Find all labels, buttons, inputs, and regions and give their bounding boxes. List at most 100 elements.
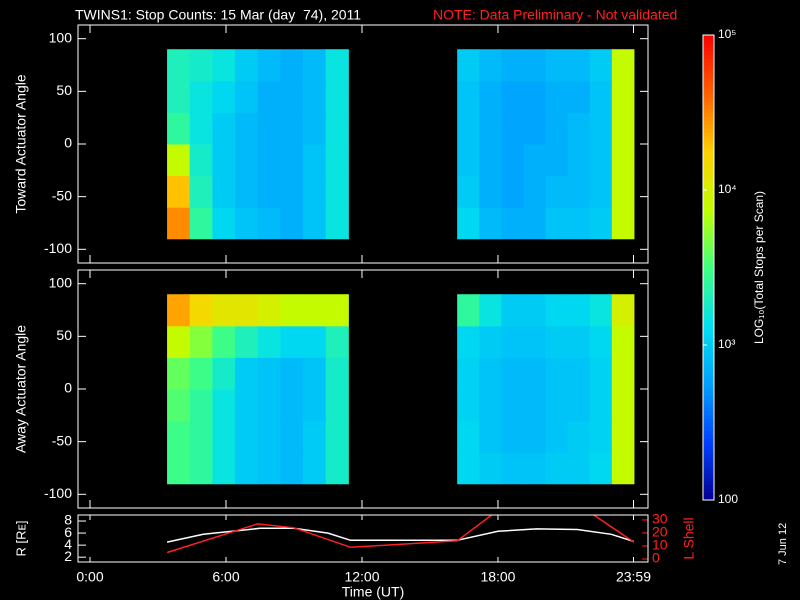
heatmap-cell [325,420,349,453]
colorbar-swatch [703,46,714,52]
heatmap-cell [212,452,236,485]
line-series [166,515,635,554]
heatmap-cell [589,175,613,208]
colorbar-swatch [703,360,714,365]
heatmap-cell [303,207,327,240]
colorbar-swatch [703,492,714,497]
heatmap-cell [235,175,259,208]
colorbar-swatch [703,333,714,338]
colorbar-swatch [703,294,714,300]
heatmap-cell [189,80,213,113]
heatmap-cell [501,420,524,453]
heatmap-cell [167,207,191,240]
heatmap-cell [611,325,635,358]
colorbar-frame [702,34,715,501]
heatmap-cell [167,452,191,485]
heatmap-cell [167,389,191,422]
colorbar-swatch [703,438,714,443]
y-tick-label: 2 [64,548,72,564]
heatmap-cell [325,49,349,82]
colorbar-swatch [703,205,714,210]
heatmap-cell [611,294,635,327]
heatmap-cell [589,452,613,485]
heatmap-cell [457,325,480,358]
heatmap-cell [167,49,191,82]
heatmap-cell [325,207,349,240]
y-tick-label: 6 [64,524,72,540]
heatmap-cell [167,80,191,113]
heatmap-cell [280,452,304,485]
colorbar-swatch [703,488,714,493]
colorbar-swatch [703,58,714,63]
heatmap-cell [567,357,591,390]
y-tick-label: 0 [64,380,72,396]
colorbar-swatch [703,383,714,389]
colorbar-swatch [703,337,714,342]
heatmap-cell [257,357,281,390]
heatmap-cell [611,389,635,422]
colorbar-swatch [703,38,714,44]
heatmap-cell [212,49,236,82]
colorbar-swatch [703,395,714,400]
heatmap-cell [303,452,327,485]
colorbar-swatch [703,232,714,238]
heatmap-cell [589,207,613,240]
heatmap-cell [457,420,480,453]
heatmap-cell [257,80,281,113]
colorbar-swatch [703,453,714,458]
colorbar-swatch [703,213,714,218]
colorbar-swatch [703,275,714,280]
colorbar-swatch [703,298,714,303]
y-tick-label: 50 [56,82,72,98]
heatmap-cell [189,357,213,390]
heatmap-cell [235,49,259,82]
y-tick-label: -50 [52,432,72,448]
colorbar-swatch [703,457,714,462]
heatmap-cell [189,420,213,453]
colorbar-swatch [703,81,714,86]
heatmap-cell [257,294,281,327]
heatmap-cell [257,144,281,177]
colorbar-swatch [703,73,714,79]
colorbar-swatch [703,190,714,195]
heatmap-cell [567,389,591,422]
heatmap-cell [257,112,281,145]
heatmap-cell [611,112,635,145]
heatmap-cell [523,452,547,485]
colorbar-swatch [703,147,714,152]
heatmap-cell [479,112,502,145]
colorbar-swatch [703,174,714,179]
heatmap-cell [567,420,591,453]
heatmap-cell [545,144,569,177]
heatmap-cell [280,325,304,358]
heatmap-cell [479,420,502,453]
heatmap-cell [545,80,569,113]
colorbar-swatch [703,100,714,106]
heatmap-cell [611,357,635,390]
heatmap-cell [457,207,480,240]
colorbar-swatch [703,418,714,424]
colorbar-swatch [703,290,714,296]
heatmap-cell [501,144,524,177]
heatmap-cell [167,420,191,453]
colorbar-swatch [703,155,714,160]
colorbar-swatch [703,224,714,230]
heatmap-cell [501,294,524,327]
heatmap-cell [567,207,591,240]
colorbar-swatch [703,407,714,412]
heatmap-cell [280,207,304,240]
colorbar-swatch [703,356,714,362]
heatmap-cell [212,80,236,113]
heatmap-cell [567,144,591,177]
colorbar-swatch [703,162,714,168]
colorbar-swatch [703,399,714,404]
heatmap-cell [479,207,502,240]
colorbar-swatch [703,325,714,331]
heatmap-cell [280,294,304,327]
colorbar-swatch [703,151,714,156]
plot-area [167,294,635,485]
heatmap-cell [589,325,613,358]
colorbar-swatch [703,352,714,358]
colorbar-swatch [703,85,714,90]
heatmap-cell [545,420,569,453]
